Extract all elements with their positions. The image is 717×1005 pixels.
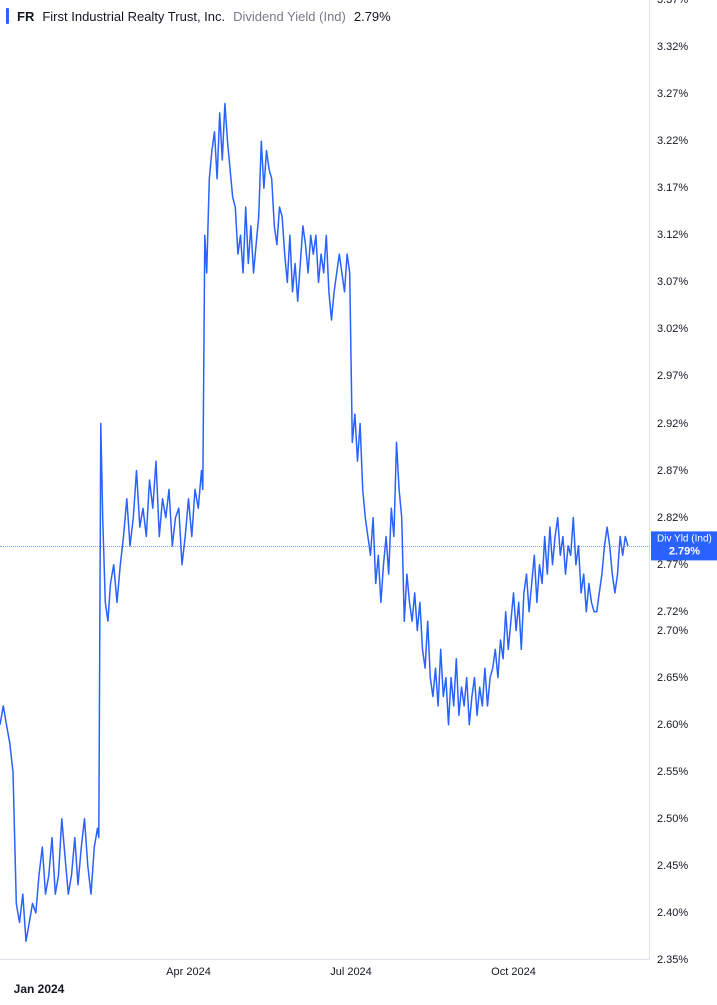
- line-chart-svg: [0, 0, 650, 960]
- x-tick-label: Jul 2024: [330, 966, 372, 978]
- y-tick-label: 2.55%: [657, 766, 688, 778]
- x-tick-label: Apr 2024: [166, 966, 211, 978]
- y-tick-label: 3.07%: [657, 276, 688, 288]
- x-axis: Jan 2024 Apr 2024 Jul 2024 Oct 2024: [0, 960, 650, 1005]
- y-tick-label: 2.82%: [657, 512, 688, 524]
- price-tag-label: Div Yld (Ind): [657, 533, 712, 545]
- y-axis: Div Yld (Ind) 2.79% 3.37% 3.32% 3.27% 3.22%…: [651, 0, 717, 960]
- y-tick-label: 2.70%: [657, 625, 688, 637]
- y-tick-label: 3.12%: [657, 229, 688, 241]
- dividend-yield-line: [0, 104, 628, 942]
- y-tick-label: 2.72%: [657, 606, 688, 618]
- y-tick-label: 2.65%: [657, 672, 688, 684]
- y-tick-label: 3.02%: [657, 323, 688, 335]
- y-tick-label: 3.32%: [657, 41, 688, 53]
- y-tick-label: 2.92%: [657, 418, 688, 430]
- y-tick-label: 2.60%: [657, 719, 688, 731]
- y-tick-label: 3.17%: [657, 182, 688, 194]
- y-tick-label: 2.87%: [657, 465, 688, 477]
- y-tick-label: 2.45%: [657, 860, 688, 872]
- x-tick-label: Oct 2024: [491, 966, 536, 978]
- y-tick-label: 2.35%: [657, 954, 688, 966]
- x-tick-label: Jan 2024: [14, 982, 65, 996]
- y-tick-label: 3.37%: [657, 0, 688, 6]
- y-tick-label: 2.97%: [657, 370, 688, 382]
- price-tag: Div Yld (Ind) 2.79%: [651, 531, 717, 560]
- current-price-line: [0, 546, 650, 547]
- chart-plot-area[interactable]: [0, 0, 650, 960]
- y-tick-label: 2.77%: [657, 559, 688, 571]
- y-tick-label: 3.27%: [657, 88, 688, 100]
- y-tick-label: 3.22%: [657, 135, 688, 147]
- price-tag-value: 2.79%: [657, 545, 712, 558]
- y-tick-label: 2.40%: [657, 907, 688, 919]
- y-tick-label: 2.50%: [657, 813, 688, 825]
